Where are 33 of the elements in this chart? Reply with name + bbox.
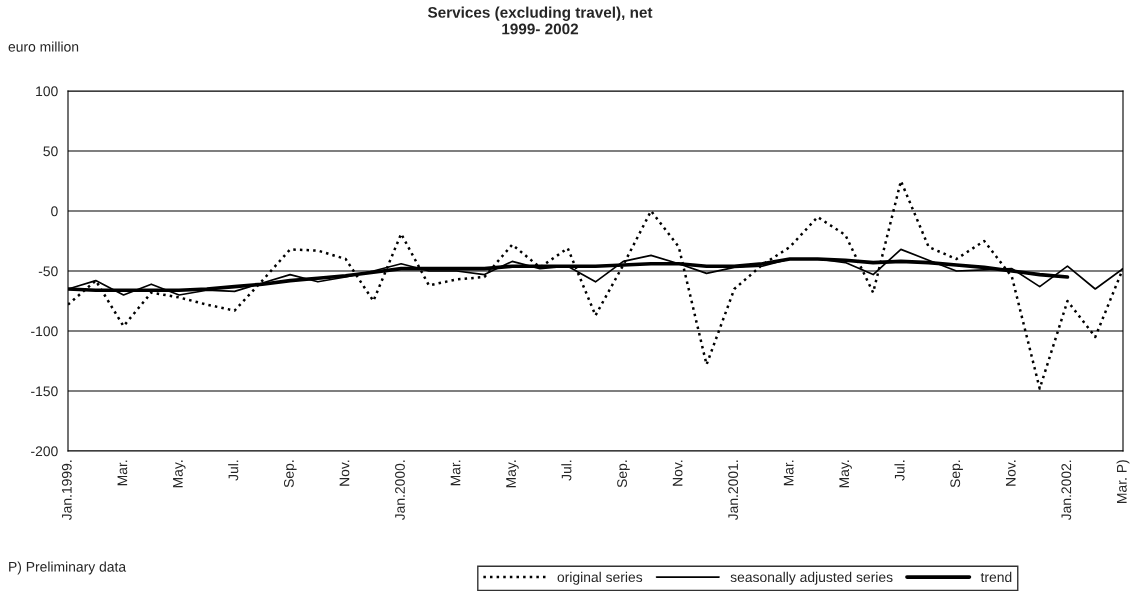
x-tick-label: May. [839,460,852,488]
x-tick-label: Jan.2001. [728,460,739,521]
x-tick-label: Sep. [617,460,630,488]
x-tick-label: Jul. [228,460,239,481]
x-tick-label: Nov. [672,460,683,486]
x-tick-label: Mar. [117,460,128,486]
x-tick-label: Jan.1999. [61,460,72,521]
y-tick-label: -150 [31,386,58,397]
y-tick-label: -100 [31,326,58,337]
x-tick-label: Jul. [561,460,572,481]
y-tick-label: 100 [36,86,58,97]
y-axis-title: euro million [8,41,79,52]
y-tick-label: -50 [38,266,58,277]
x-tick-label: Sep. [950,460,963,488]
legend-label: trend [980,571,1012,583]
x-tick-label: Sep. [284,460,297,488]
x-tick-label: Jan.2000. [395,460,405,521]
legend-label: seasonally adjusted series [730,571,893,585]
x-tick-label: Mar. [450,460,461,486]
x-tick-label: May. [173,460,186,488]
x-tick-label: Nov. [1005,460,1016,486]
x-tick-label: Jul. [894,460,905,481]
x-tick-label: Mar. [783,460,794,486]
y-tick-label: -200 [31,446,58,457]
text: P) Preliminary data [9,561,127,575]
y-tick-label: 50 [43,146,58,157]
x-tick-label: Nov. [339,460,350,486]
x-tick-label: Jan.2002. [1061,460,1072,521]
y-tick-label: 0 [51,206,58,217]
x-tick-label: Mar. P) [1116,460,1130,503]
chart-title: Services (excluding travel), net 1999- 2002 [427,6,653,35]
x-tick-label: May. [506,460,519,488]
legend-label: original series [557,571,643,585]
